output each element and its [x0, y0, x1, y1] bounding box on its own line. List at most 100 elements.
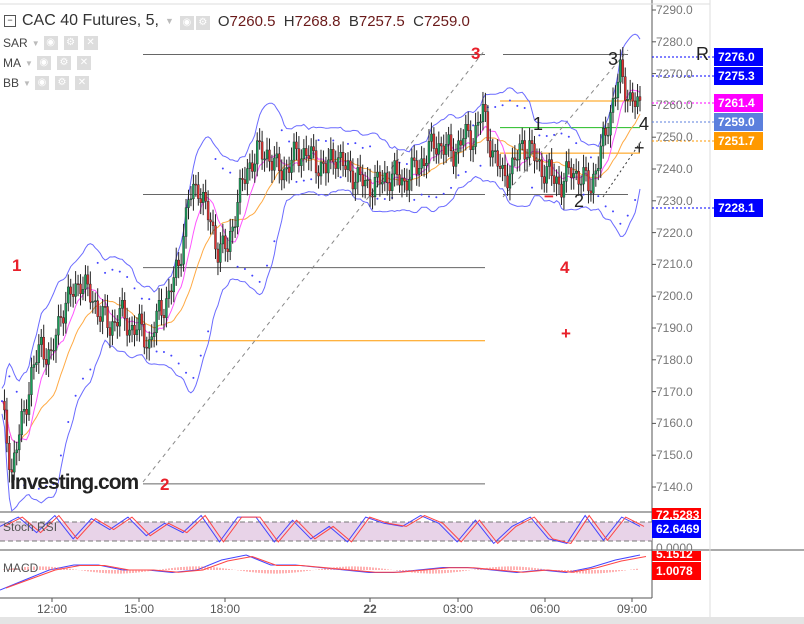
candle-body — [71, 294, 75, 297]
eye-icon[interactable]: ◉ — [43, 36, 58, 50]
gear-icon[interactable]: ⚙ — [195, 16, 210, 30]
candle-body — [513, 157, 517, 160]
sar-dot — [81, 377, 84, 380]
candle-body — [265, 149, 269, 160]
bottom-scrollbar — [0, 617, 804, 624]
candle-body — [172, 277, 175, 293]
candle-body — [20, 411, 23, 436]
price-axis-label: 7200.0 — [656, 289, 693, 304]
indicator-sar[interactable]: SAR ▼ ◉ ⚙ ✕ — [3, 36, 100, 50]
price-tag: 7275.3 — [714, 67, 763, 85]
annotation-b2: 2 — [574, 191, 585, 211]
candle-body — [361, 174, 364, 187]
candle-body — [494, 150, 497, 152]
candle-body — [204, 191, 207, 202]
price-axis-label: 7170.0 — [656, 384, 693, 399]
candle-body — [15, 449, 18, 454]
gear-icon[interactable]: ⚙ — [54, 76, 69, 90]
sar-dot — [634, 198, 637, 201]
candle-body — [555, 176, 558, 184]
eye-icon[interactable]: ◉ — [179, 16, 194, 30]
indicator-bb[interactable]: BB ▼ ◉ ⚙ ✕ — [3, 76, 91, 90]
annotation-r: R — [696, 44, 709, 64]
sar-dot — [494, 105, 497, 108]
candle-body — [589, 190, 593, 194]
sar-dot — [170, 354, 173, 357]
sar-dot — [214, 158, 217, 161]
candle-body — [486, 111, 490, 141]
candle-body — [442, 145, 445, 155]
macd-label[interactable]: MACD — [3, 561, 39, 575]
sar-dot — [324, 140, 327, 143]
candle-body — [22, 409, 26, 412]
candle-body — [476, 122, 480, 126]
candle-body — [550, 159, 553, 177]
candle-body — [427, 141, 431, 164]
price-axis-label: 7280.0 — [656, 34, 693, 49]
sar-dot — [199, 354, 202, 357]
sar-dot — [464, 170, 467, 173]
candle-body — [121, 300, 124, 309]
candle-body — [290, 159, 293, 173]
candle-body — [356, 167, 360, 183]
symbol-title[interactable]: CAC 40 Futures, 5, — [22, 12, 159, 29]
stoch-lower-label: 0.0000 — [656, 541, 693, 550]
sar-dot — [310, 178, 313, 181]
candle-body — [25, 409, 28, 415]
candle-body — [606, 134, 610, 137]
candle-body — [248, 162, 252, 169]
collapse-icon[interactable]: − — [4, 15, 16, 27]
candle-body — [98, 316, 102, 322]
close-icon[interactable]: ✕ — [74, 76, 89, 90]
candle-body — [197, 184, 200, 199]
candle-body — [447, 134, 450, 145]
stoch-rsi-label[interactable]: Stoch RSI — [3, 520, 58, 534]
time-axis-label: 15:00 — [124, 602, 155, 616]
candle-body — [528, 140, 531, 158]
candle-body — [302, 148, 306, 160]
sar-dot — [236, 265, 239, 268]
close-icon[interactable]: ✕ — [76, 56, 91, 70]
candle-body — [565, 161, 568, 182]
indicator-ma[interactable]: MA ▼ ◉ ⚙ ✕ — [3, 56, 93, 70]
sar-dot — [523, 106, 526, 109]
candle-body — [376, 171, 379, 178]
candle-body — [511, 157, 514, 175]
gear-icon[interactable]: ⚙ — [56, 56, 71, 70]
sar-dot — [96, 261, 99, 264]
candle-body — [209, 219, 212, 223]
candle-body — [292, 141, 296, 161]
candle-body — [52, 350, 55, 352]
macd-signal-tag: 5.1512 — [652, 551, 701, 561]
candle-body — [243, 179, 247, 184]
close-icon[interactable]: ✕ — [83, 36, 98, 50]
eye-icon[interactable]: ◉ — [34, 76, 49, 90]
sar-dot — [288, 140, 291, 143]
candle-body — [125, 318, 129, 336]
sar-dot — [111, 268, 114, 271]
price-tag: 7228.1 — [714, 199, 763, 217]
candle-body — [614, 97, 617, 99]
sar-dot — [251, 274, 254, 277]
candle-body — [567, 161, 571, 168]
gear-icon[interactable]: ⚙ — [63, 36, 78, 50]
candle-body — [285, 167, 288, 170]
candle-body — [13, 452, 16, 473]
candle-body — [177, 259, 180, 266]
price-axis-label: 7150.0 — [656, 448, 693, 463]
price-axis-label: 7190.0 — [656, 321, 693, 335]
candle-body — [123, 300, 126, 319]
candle-body — [503, 165, 507, 177]
macd-line — [0, 554, 641, 591]
eye-icon[interactable]: ◉ — [36, 56, 51, 70]
annotation-1: 1 — [12, 256, 22, 275]
candle-body — [471, 146, 475, 150]
price-axis-label: 7250.0 — [656, 130, 693, 145]
price-axis-label: 7160.0 — [656, 416, 693, 431]
candle-body — [592, 173, 595, 194]
bollinger-upper — [1, 33, 641, 389]
chevron-down-icon[interactable]: ▼ — [164, 16, 174, 26]
annotation-4: 4 — [560, 258, 570, 277]
price-axis-label: 7230.0 — [656, 193, 693, 208]
